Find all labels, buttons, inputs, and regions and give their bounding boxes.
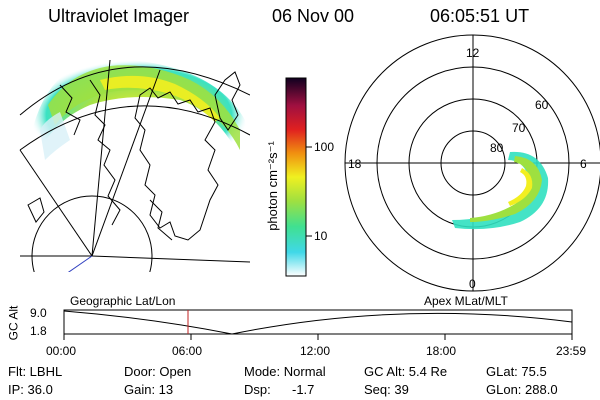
info-seq: Seq: 39 <box>364 382 409 397</box>
polar-label-6: 6 <box>580 157 587 171</box>
colorbar-unit: photon cm⁻²s⁻¹ <box>264 141 280 231</box>
apex-panel-label: Apex MLat/MLT <box>424 294 508 308</box>
info-mode: Mode: Normal <box>244 364 326 379</box>
info-glat: GLat: 75.5 <box>486 364 547 379</box>
timeline-frame <box>63 309 573 335</box>
polar-label-70: 70 <box>512 121 526 135</box>
timeline-tick-4: 23:59 <box>556 344 587 358</box>
polar-label-60: 60 <box>535 98 549 112</box>
aurora-oval-polar <box>452 151 549 230</box>
geo-panel-label: Geographic Lat/Lon <box>70 294 176 308</box>
polar-label-18: 18 <box>348 157 362 171</box>
app-title: Ultraviolet Imager <box>48 6 190 26</box>
timeline-tick-1: 06:00 <box>172 344 203 358</box>
colorbar-tick-low: 10 <box>314 229 328 243</box>
info-dsp-value: -1.7 <box>292 382 315 397</box>
info-dsp-label: Dsp: <box>244 382 271 397</box>
timeline-ymax: 9.0 <box>30 306 47 320</box>
info-ip: IP: 36.0 <box>8 382 53 397</box>
colorbar-tick-high: 100 <box>314 140 335 154</box>
polar-plot <box>344 34 600 292</box>
polar-label-0: 0 <box>469 277 476 291</box>
polar-label-12: 12 <box>466 46 480 60</box>
coastline-greenland <box>134 87 219 241</box>
timeline-tick-2: 12:00 <box>300 344 331 358</box>
orbit-altitude-curve <box>63 310 573 335</box>
info-glon: GLon: 288.0 <box>486 382 558 397</box>
color-scale-bar <box>285 77 307 277</box>
time-label: 06:05:51 UT <box>430 6 530 26</box>
date-label: 06 Nov 00 <box>272 6 355 26</box>
info-gc-alt: GC Alt: 5.4 Re <box>364 364 448 379</box>
info-filter: Flt: LBHL <box>8 364 63 379</box>
geographic-map <box>19 59 250 272</box>
timeline-ylabel: GC Alt <box>6 305 21 341</box>
info-gain: Gain: 13 <box>124 382 174 397</box>
timeline-tick-0: 00:00 <box>46 344 77 358</box>
timeline-tick-3: 18:00 <box>426 344 457 358</box>
timeline-ymin: 1.8 <box>30 324 47 338</box>
info-door: Door: Open <box>124 364 192 379</box>
polar-label-80: 80 <box>490 141 504 155</box>
